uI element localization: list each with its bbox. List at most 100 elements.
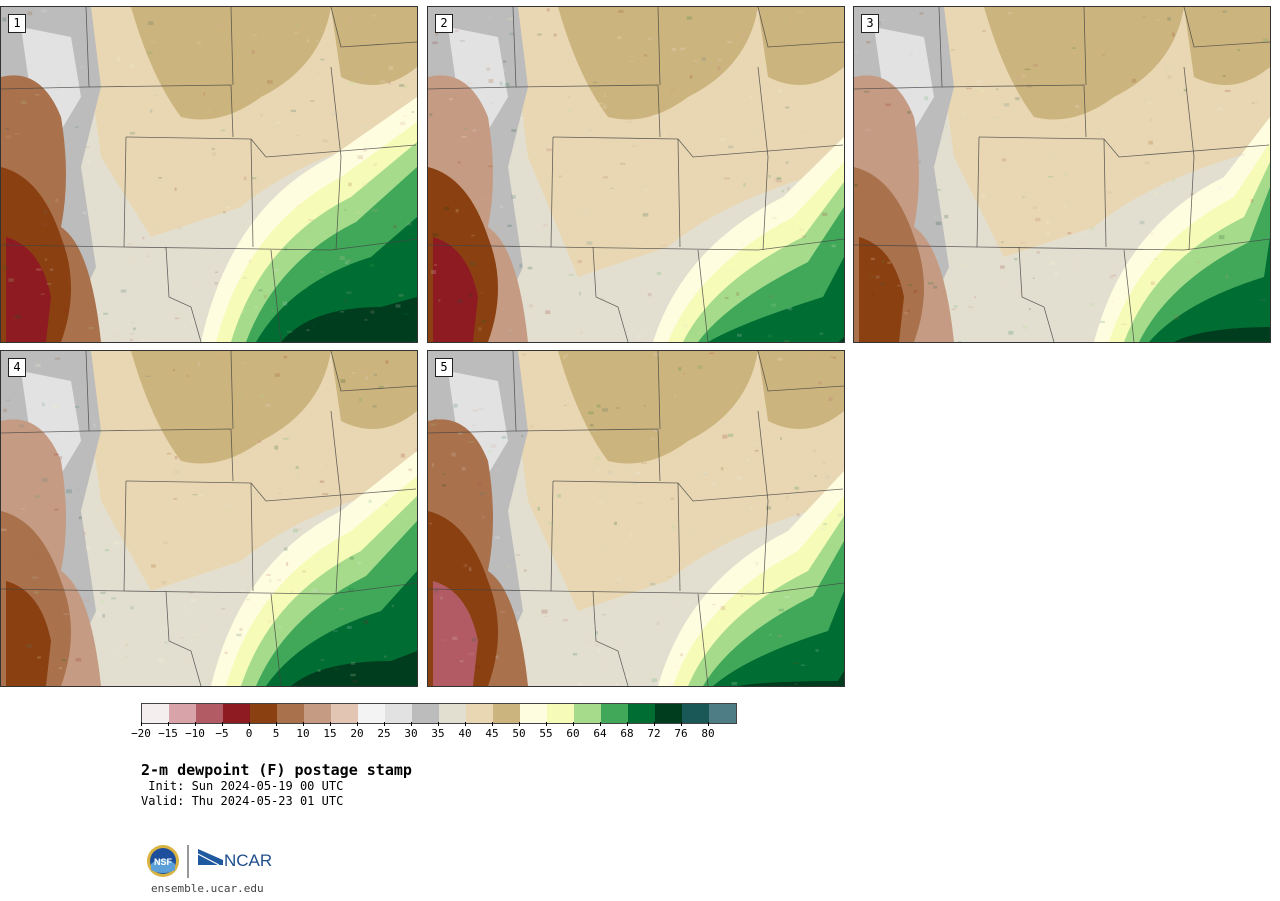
texture-speck: [1183, 88, 1188, 92]
texture-speck: [380, 80, 386, 83]
valid-time: Valid: Thu 2024-05-23 01 UTC: [141, 794, 344, 808]
texture-speck: [52, 405, 58, 409]
west-driest-zone: [433, 581, 478, 686]
texture-speck: [495, 655, 499, 659]
texture-speck: [593, 81, 598, 83]
texture-speck: [461, 136, 467, 138]
texture-speck: [720, 606, 726, 611]
texture-speck: [720, 138, 726, 141]
texture-speck: [1220, 323, 1224, 327]
texture-speck: [81, 114, 85, 118]
texture-speck: [647, 37, 653, 40]
colorbar-tick-mark: [519, 722, 520, 726]
colorbar-swatch-15: [547, 704, 574, 723]
state-boundary: [270, 593, 282, 686]
texture-speck: [749, 506, 753, 509]
texture-speck: [671, 525, 676, 530]
texture-speck: [553, 33, 557, 37]
texture-speck: [395, 304, 401, 308]
texture-speck: [631, 144, 636, 148]
texture-speck: [1250, 198, 1254, 203]
texture-speck: [701, 57, 706, 61]
texture-speck: [509, 32, 515, 36]
texture-speck: [529, 425, 534, 428]
texture-speck: [807, 383, 811, 385]
texture-speck: [563, 404, 567, 406]
texture-speck: [831, 402, 834, 405]
colorbar-tick-label: 30: [404, 727, 418, 740]
texture-speck: [316, 492, 322, 494]
texture-speck: [797, 10, 804, 13]
texture-speck: [944, 215, 949, 219]
texture-speck: [783, 340, 790, 342]
texture-speck: [624, 468, 627, 472]
texture-speck: [791, 283, 795, 285]
texture-speck: [1218, 186, 1224, 190]
member-panel-4: 4: [0, 350, 418, 687]
texture-speck: [433, 418, 438, 421]
texture-speck: [737, 333, 742, 337]
texture-speck: [472, 128, 477, 132]
texture-speck: [146, 255, 150, 258]
texture-speck: [1022, 325, 1027, 330]
texture-speck: [74, 406, 80, 408]
texture-speck: [546, 148, 552, 152]
texture-speck: [729, 538, 735, 539]
texture-speck: [442, 473, 447, 475]
texture-speck: [954, 305, 958, 308]
texture-speck: [680, 653, 684, 657]
texture-speck: [80, 66, 84, 68]
colorbar-tick-label: 15: [323, 727, 337, 740]
nsf-logo: NSF: [147, 845, 179, 877]
texture-speck: [511, 129, 517, 132]
texture-speck: [567, 110, 572, 113]
texture-speck: [567, 41, 572, 46]
texture-speck: [767, 334, 773, 338]
texture-speck: [273, 268, 279, 272]
texture-speck: [82, 211, 87, 214]
texture-speck: [977, 80, 982, 83]
texture-speck: [1047, 176, 1054, 178]
texture-speck: [617, 36, 622, 39]
texture-speck: [773, 178, 779, 182]
state-boundary: [88, 84, 234, 138]
texture-speck: [435, 32, 438, 37]
texture-speck: [139, 294, 142, 297]
state-boundary: [88, 428, 234, 482]
texture-speck: [507, 224, 512, 227]
texture-speck: [438, 299, 441, 302]
texture-speck: [724, 177, 730, 180]
texture-speck: [373, 373, 377, 376]
texture-speck: [503, 60, 507, 63]
texture-speck: [14, 133, 20, 135]
texture-speck: [238, 309, 245, 313]
texture-speck: [604, 545, 609, 550]
texture-speck: [583, 106, 589, 108]
gray-patch: [21, 371, 81, 491]
colorbar-tick-label: 0: [245, 727, 253, 740]
texture-speck: [746, 458, 749, 462]
texture-speck: [359, 397, 363, 402]
texture-speck: [1101, 131, 1105, 135]
state-boundary: [428, 351, 517, 434]
texture-speck: [488, 15, 491, 19]
texture-speck: [457, 299, 463, 304]
texture-speck: [511, 195, 516, 199]
texture-speck: [527, 266, 533, 270]
colorbar-tick-label: 72: [647, 727, 661, 740]
texture-speck: [1064, 172, 1067, 176]
texture-speck: [278, 626, 282, 628]
texture-speck: [243, 176, 247, 181]
texture-speck: [872, 88, 878, 92]
state-boundary: [552, 136, 844, 158]
texture-speck: [650, 437, 656, 440]
texture-speck: [429, 113, 433, 117]
colorbar-tick-label: 35: [431, 727, 445, 740]
texture-speck: [104, 548, 109, 552]
texture-speck: [478, 126, 482, 131]
texture-speck: [140, 339, 146, 341]
texture-speck: [1237, 49, 1240, 51]
texture-speck: [529, 370, 534, 372]
texture-speck: [248, 259, 251, 263]
texture-speck: [117, 648, 121, 651]
